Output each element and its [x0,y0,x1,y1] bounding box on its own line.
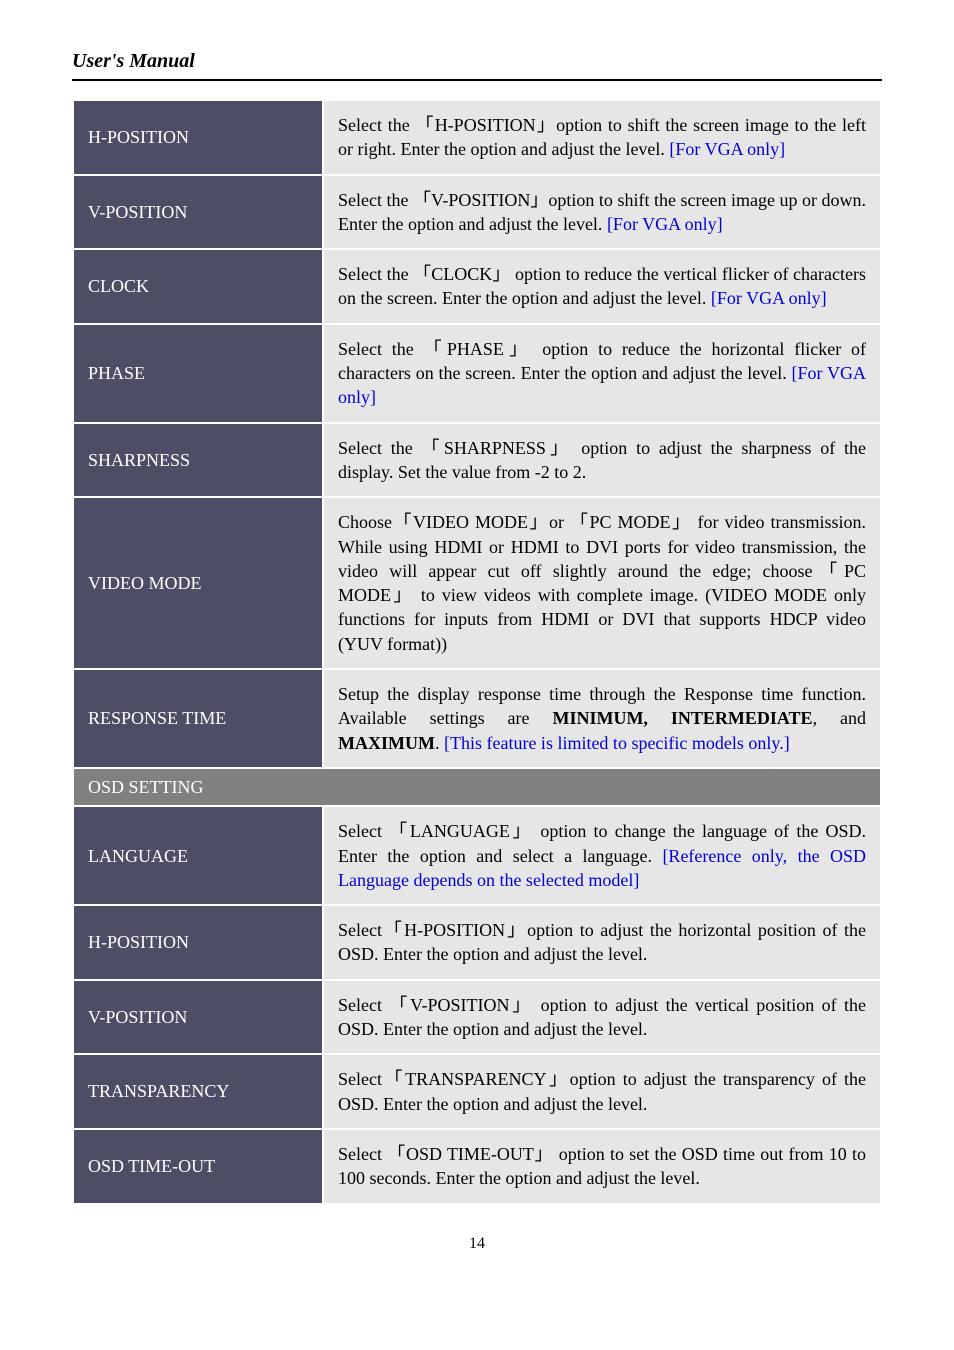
setting-label: V-POSITION [74,176,322,249]
setting-label: H-POSITION [74,906,322,979]
setting-description: Select the 「V-POSITION」option to shift t… [324,176,880,249]
table-row: TRANSPARENCYSelect「TRANSPARENCY」option t… [74,1055,880,1128]
table-row: CLOCKSelect the 「CLOCK」 option to reduce… [74,250,880,323]
table-row: OSD SETTING [74,769,880,805]
setting-label: OSD TIME-OUT [74,1130,322,1203]
section-header: OSD SETTING [74,769,880,805]
table-row: H-POSITIONSelect「H-POSITION」option to ad… [74,906,880,979]
table-row: V-POSITIONSelect 「V-POSITION」 option to … [74,981,880,1054]
setting-description: Select the 「H-POSITION」option to shift t… [324,101,880,174]
table-row: H-POSITIONSelect the 「H-POSITION」option … [74,101,880,174]
setting-description: Select the 「PHASE」 option to reduce the … [324,325,880,422]
setting-description: Choose「VIDEO MODE」or 「PC MODE」 for video… [324,498,880,668]
settings-table: H-POSITIONSelect the 「H-POSITION」option … [72,99,882,1205]
setting-label: RESPONSE TIME [74,670,322,767]
setting-label: LANGUAGE [74,807,322,904]
setting-label: PHASE [74,325,322,422]
setting-label: SHARPNESS [74,424,322,497]
setting-label: V-POSITION [74,981,322,1054]
setting-description: Select 「OSD TIME-OUT」 option to set the … [324,1130,880,1203]
table-row: VIDEO MODEChoose「VIDEO MODE」or 「PC MODE」… [74,498,880,668]
setting-description: Select 「V-POSITION」 option to adjust the… [324,981,880,1054]
setting-description: Select the 「CLOCK」 option to reduce the … [324,250,880,323]
setting-label: TRANSPARENCY [74,1055,322,1128]
table-row: V-POSITIONSelect the 「V-POSITION」option … [74,176,880,249]
setting-description: Select「TRANSPARENCY」option to adjust the… [324,1055,880,1128]
table-row: OSD TIME-OUTSelect 「OSD TIME-OUT」 option… [74,1130,880,1203]
setting-label: CLOCK [74,250,322,323]
page-number: 14 [72,1235,882,1253]
header-rule [72,79,882,81]
setting-description: Select「H-POSITION」option to adjust the h… [324,906,880,979]
table-row: SHARPNESSSelect the 「SHARPNESS」 option t… [74,424,880,497]
table-row: RESPONSE TIMESetup the display response … [74,670,880,767]
page-header-title: User's Manual [72,50,882,73]
table-row: LANGUAGESelect 「LANGUAGE」 option to chan… [74,807,880,904]
setting-label: H-POSITION [74,101,322,174]
setting-description: Setup the display response time through … [324,670,880,767]
setting-label: VIDEO MODE [74,498,322,668]
table-row: PHASESelect the 「PHASE」 option to reduce… [74,325,880,422]
setting-description: Select 「LANGUAGE」 option to change the l… [324,807,880,904]
setting-description: Select the 「SHARPNESS」 option to adjust … [324,424,880,497]
